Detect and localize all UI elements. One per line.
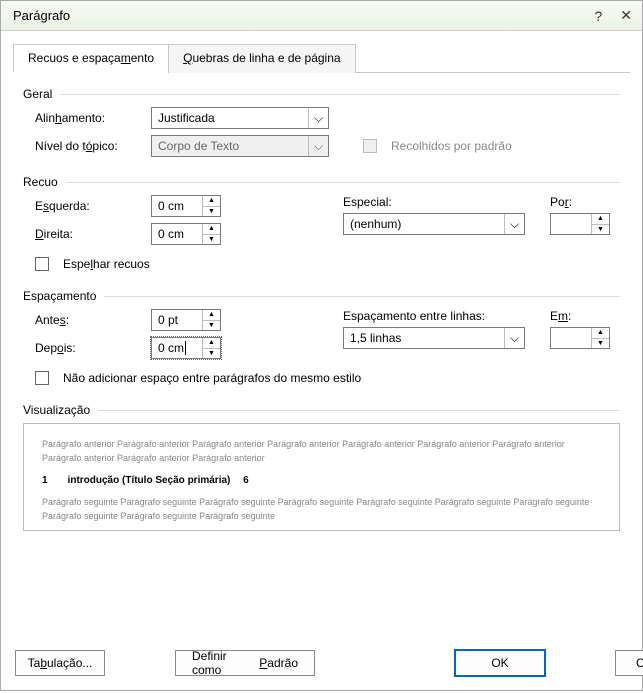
spinner-down-icon[interactable]: ▼ bbox=[203, 207, 220, 217]
chevron-down-icon: ⌵ bbox=[308, 136, 328, 156]
outline-level-label: Nível do tópico: bbox=[35, 139, 143, 153]
set-as-default-button[interactable]: Definir como Padrão bbox=[175, 650, 315, 676]
chevron-down-icon: ⌵ bbox=[504, 328, 524, 348]
tab-indent-spacing[interactable]: Recuos e espaçamento bbox=[13, 44, 169, 73]
cancel-button[interactable]: Cancelar bbox=[615, 650, 643, 676]
tabs-button[interactable]: Tabulação... bbox=[15, 650, 105, 676]
special-indent-label: Especial: bbox=[343, 195, 542, 209]
spinner-down-icon[interactable]: ▼ bbox=[592, 225, 609, 235]
chevron-down-icon: ⌵ bbox=[504, 214, 524, 234]
preview-prev-para: Parágrafo anterior Parágrafo anterior Pa… bbox=[42, 438, 601, 465]
alignment-label: Alinhamento: bbox=[35, 111, 143, 125]
collapsed-by-default-checkbox bbox=[363, 139, 377, 153]
indent-right-label: Direita: bbox=[35, 227, 143, 241]
no-space-same-style-label: Não adicionar espaço entre parágrafos do… bbox=[63, 371, 361, 385]
line-spacing-label: Espaçamento entre linhas: bbox=[343, 309, 542, 323]
indent-left-value: 0 cm bbox=[152, 199, 202, 213]
indent-by-label: Por: bbox=[550, 195, 620, 209]
help-icon[interactable]: ? bbox=[594, 8, 602, 24]
indent-by-spinner[interactable]: ▲▼ bbox=[550, 213, 610, 235]
group-general-title: Geral bbox=[23, 87, 52, 101]
spinner-up-icon[interactable]: ▲ bbox=[203, 310, 220, 321]
no-space-same-style-checkbox[interactable] bbox=[35, 371, 49, 385]
preview-box: Parágrafo anterior Parágrafo anterior Pa… bbox=[23, 423, 620, 531]
alignment-select[interactable]: Justificada ⌵ bbox=[151, 107, 329, 129]
spinner-up-icon[interactable]: ▲ bbox=[203, 196, 220, 207]
group-indent-title: Recuo bbox=[23, 175, 58, 189]
indent-left-label: Esquerda: bbox=[35, 199, 143, 213]
group-spacing-title: Espaçamento bbox=[23, 289, 96, 303]
spacing-before-label: Antes: bbox=[35, 313, 143, 327]
dialog-title: Parágrafo bbox=[13, 8, 70, 23]
tab-indent-label: Recuos e espaçamento bbox=[28, 51, 154, 65]
chevron-down-icon: ⌵ bbox=[308, 108, 328, 128]
group-preview-title: Visualização bbox=[23, 403, 90, 417]
tab-breaks-label: Quebras de linha e de página bbox=[183, 51, 340, 65]
spinner-down-icon[interactable]: ▼ bbox=[592, 339, 609, 349]
tab-line-page-breaks[interactable]: Quebras de linha e de página bbox=[168, 44, 355, 73]
line-spacing-value: 1,5 linhas bbox=[344, 331, 504, 345]
spinner-down-icon[interactable]: ▼ bbox=[203, 321, 220, 331]
spinner-up-icon[interactable]: ▲ bbox=[203, 224, 220, 235]
indent-right-value: 0 cm bbox=[152, 227, 202, 241]
spinner-up-icon[interactable]: ▲ bbox=[592, 214, 609, 225]
mirror-indents-label: Espelhar recuos bbox=[63, 257, 150, 271]
ok-button[interactable]: OK bbox=[455, 650, 545, 676]
spinner-down-icon[interactable]: ▼ bbox=[203, 349, 220, 359]
special-indent-select[interactable]: (nenhum) ⌵ bbox=[343, 213, 525, 235]
spacing-before-spinner[interactable]: 0 pt ▲▼ bbox=[151, 309, 221, 331]
indent-right-spinner[interactable]: 0 cm ▲▼ bbox=[151, 223, 221, 245]
outline-level-select[interactable]: Corpo de Texto ⌵ bbox=[151, 135, 329, 157]
spacing-after-label: Depois: bbox=[35, 341, 143, 355]
spacing-after-spinner[interactable]: 0 cm ▲▼ bbox=[151, 337, 221, 359]
spinner-up-icon[interactable]: ▲ bbox=[203, 338, 220, 349]
preview-current-para: 1 introdução (Título Seção primária) 6 bbox=[42, 473, 601, 488]
special-indent-value: (nenhum) bbox=[344, 217, 504, 231]
spacing-after-value: 0 cm bbox=[152, 341, 202, 355]
spinner-down-icon[interactable]: ▼ bbox=[203, 235, 220, 245]
spinner-up-icon[interactable]: ▲ bbox=[592, 328, 609, 339]
mirror-indents-checkbox[interactable] bbox=[35, 257, 49, 271]
preview-next-para: Parágrafo seguinte Parágrafo seguinte Pa… bbox=[42, 496, 601, 523]
alignment-value: Justificada bbox=[152, 111, 308, 125]
outline-level-value: Corpo de Texto bbox=[152, 139, 308, 153]
collapsed-by-default-label: Recolhidos por padrão bbox=[391, 139, 512, 153]
spacing-at-spinner[interactable]: ▲▼ bbox=[550, 327, 610, 349]
close-icon[interactable]: ✕ bbox=[620, 7, 632, 24]
spacing-before-value: 0 pt bbox=[152, 313, 202, 327]
indent-left-spinner[interactable]: 0 cm ▲▼ bbox=[151, 195, 221, 217]
line-spacing-select[interactable]: 1,5 linhas ⌵ bbox=[343, 327, 525, 349]
spacing-at-label: Em: bbox=[550, 309, 620, 323]
